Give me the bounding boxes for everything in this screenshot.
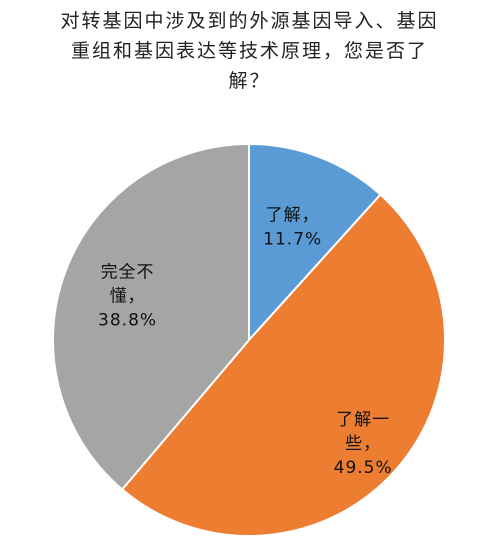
slice-label-line: 些， — [345, 434, 381, 454]
slice-label-line: 了解一 — [336, 410, 390, 430]
chart-title-line: 对转基因中涉及到的外源基因导入、基因 — [60, 10, 439, 32]
slice-label-line: 完全不 — [101, 262, 155, 282]
slice-label: 完全不懂， 38.8% — [98, 262, 157, 330]
pie-slice — [52, 142, 250, 491]
chart-title-line: 解？ — [228, 70, 271, 92]
chart-title: 对转基因中涉及到的外源基因导入、基因 重组和基因表达等技术原理，您是否了 解？ — [10, 6, 489, 96]
pie-slice — [120, 193, 446, 537]
slice-label-line: 38.8% — [98, 310, 157, 330]
slice-label: 了解一些， 49.5% — [334, 410, 393, 478]
slice-label-line: 懂， — [110, 286, 146, 306]
chart-title-line: 重组和基因表达等技术原理，您是否了 — [70, 40, 428, 62]
pie-slice — [248, 142, 382, 343]
slice-label-line: 了解， — [266, 206, 320, 226]
slice-label-line: 11.7% — [263, 230, 322, 250]
slice-label-line: 49.5% — [334, 458, 393, 478]
slice-label: 了解， 11.7% — [263, 206, 322, 250]
